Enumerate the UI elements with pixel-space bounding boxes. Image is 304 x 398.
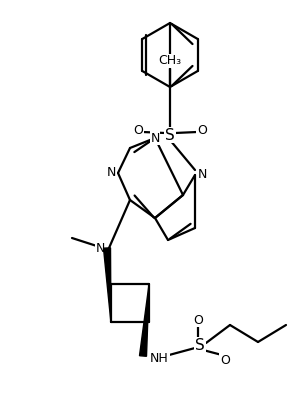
Polygon shape <box>103 248 111 322</box>
Text: O: O <box>220 353 230 367</box>
Text: S: S <box>165 127 175 142</box>
Text: N: N <box>107 166 116 179</box>
Text: O: O <box>133 123 143 137</box>
Text: O: O <box>197 123 207 137</box>
Text: S: S <box>195 338 205 353</box>
Text: N: N <box>198 168 207 181</box>
Text: NH: NH <box>150 351 169 365</box>
Text: CH₃: CH₃ <box>158 55 181 68</box>
Polygon shape <box>140 284 149 356</box>
Text: N: N <box>96 242 105 254</box>
Text: O: O <box>193 314 203 326</box>
Text: N: N <box>150 131 160 144</box>
